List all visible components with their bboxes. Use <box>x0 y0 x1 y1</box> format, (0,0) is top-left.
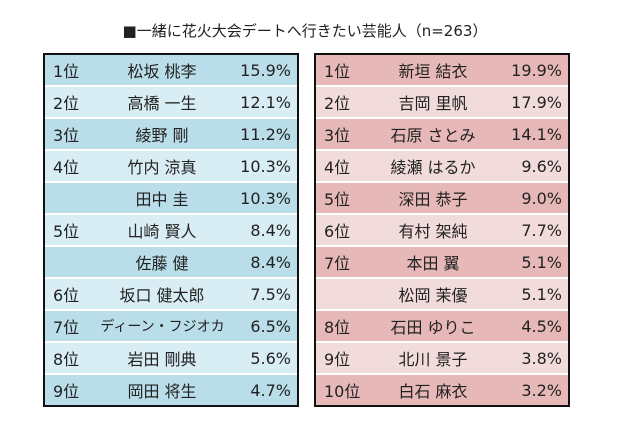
table-row: 5位 深田 恭子 9.0% <box>316 183 568 213</box>
name-cell: 石原 さとみ <box>390 126 476 145</box>
percent-cell: 3.2% <box>521 380 562 400</box>
percent-cell: 19.9% <box>511 60 562 80</box>
percent-cell: 3.8% <box>521 348 562 368</box>
rank-cell: 1位 <box>324 62 351 81</box>
rank-cell: 3位 <box>53 126 80 145</box>
table-row: 4位 竹内 涼真 10.3% <box>45 151 297 181</box>
rank-cell: 4位 <box>324 158 351 177</box>
table-row: 1位 松坂 桃李 15.9% <box>45 55 297 85</box>
percent-cell: 5.1% <box>521 252 562 272</box>
rank-cell: 7位 <box>53 318 80 337</box>
table-row: 7位 本田 翼 5.1% <box>316 247 568 277</box>
percent-cell: 4.5% <box>521 316 562 336</box>
table-row: 2位 吉岡 里帆 17.9% <box>316 87 568 117</box>
name-cell: 本田 翼 <box>406 254 460 273</box>
rank-cell: 5位 <box>324 190 351 209</box>
percent-cell: 8.4% <box>250 220 291 240</box>
percent-cell: 10.3% <box>240 188 291 208</box>
name-cell: 坂口 健太郎 <box>119 286 205 305</box>
chart-title: ■一緒に花火大会デートへ行きたい芸能人（n=263） <box>122 22 488 40</box>
table-row: 佐藤 健 8.4% <box>45 247 297 277</box>
name-cell: 白石 麻衣 <box>398 382 468 401</box>
table-row: 9位 北川 景子 3.8% <box>316 343 568 373</box>
name-cell: 北川 景子 <box>398 350 468 369</box>
name-cell: 佐藤 健 <box>135 254 189 273</box>
name-cell: 松坂 桃李 <box>127 62 197 81</box>
percent-cell: 10.3% <box>240 156 291 176</box>
percent-cell: 9.0% <box>521 188 562 208</box>
percent-cell: 15.9% <box>240 60 291 80</box>
name-cell: 石田 ゆりこ <box>390 318 476 337</box>
table-row: 3位 綾野 剛 11.2% <box>45 119 297 149</box>
table-row: 4位 綾瀬 はるか 9.6% <box>316 151 568 181</box>
rank-cell: 2位 <box>53 94 80 113</box>
table-row: 9位 岡田 将生 4.7% <box>45 375 297 405</box>
rank-cell: 1位 <box>53 62 80 81</box>
table-row: 田中 圭 10.3% <box>45 183 297 213</box>
percent-cell: 5.6% <box>250 348 291 368</box>
table-row: 6位 坂口 健太郎 7.5% <box>45 279 297 309</box>
name-cell: 高橋 一生 <box>127 94 197 113</box>
rank-cell: 8位 <box>53 350 80 369</box>
table-row: 6位 有村 架純 7.7% <box>316 215 568 245</box>
rank-cell: 2位 <box>324 94 351 113</box>
percent-cell: 9.6% <box>521 156 562 176</box>
percent-cell: 6.5% <box>250 316 291 336</box>
rank-cell: 8位 <box>324 318 351 337</box>
table-row: 7位 ディーン・フジオカ 6.5% <box>45 311 297 341</box>
percent-cell: 11.2% <box>240 124 291 144</box>
table-row: 5位 山崎 賢人 8.4% <box>45 215 297 245</box>
percent-cell: 14.1% <box>511 124 562 144</box>
table-row: 1位 新垣 結衣 19.9% <box>316 55 568 85</box>
rank-cell: 10位 <box>324 382 361 401</box>
name-cell: 新垣 結衣 <box>398 62 468 81</box>
table-row: 2位 高橋 一生 12.1% <box>45 87 297 117</box>
name-cell: 綾瀬 はるか <box>390 158 476 177</box>
rank-cell: 9位 <box>324 350 351 369</box>
name-cell: 岡田 将生 <box>127 382 197 401</box>
table-row: 10位 白石 麻衣 3.2% <box>316 375 568 405</box>
percent-cell: 5.1% <box>521 284 562 304</box>
percent-cell: 8.4% <box>250 252 291 272</box>
name-cell: 松岡 茉優 <box>398 286 468 305</box>
rank-cell: 6位 <box>324 222 351 241</box>
percent-cell: 17.9% <box>511 92 562 112</box>
name-cell: ディーン・フジオカ <box>100 319 225 335</box>
name-cell: 吉岡 里帆 <box>398 94 468 113</box>
table-row: 8位 石田 ゆりこ 4.5% <box>316 311 568 341</box>
male-ranking-table: 1位 松坂 桃李 15.9% 2位 高橋 一生 12.1% 3位 綾野 剛 11.2% 4位 竹内 … <box>43 53 299 407</box>
name-cell: 有村 架純 <box>398 222 468 241</box>
table-row: 松岡 茉優 5.1% <box>316 279 568 309</box>
rank-cell: 5位 <box>53 222 80 241</box>
name-cell: 岩田 剛典 <box>127 350 197 369</box>
percent-cell: 7.5% <box>250 284 291 304</box>
percent-cell: 12.1% <box>240 92 291 112</box>
table-row: 8位 岩田 剛典 5.6% <box>45 343 297 373</box>
percent-cell: 7.7% <box>521 220 562 240</box>
percent-cell: 4.7% <box>250 380 291 400</box>
name-cell: 竹内 涼真 <box>127 158 197 177</box>
name-cell: 田中 圭 <box>135 190 189 209</box>
female-ranking-table: 1位 新垣 結衣 19.9% 2位 吉岡 里帆 17.9% 3位 石原 さとみ 14.1% 4位 綾… <box>314 53 570 407</box>
name-cell: 深田 恭子 <box>398 190 468 209</box>
rank-cell: 9位 <box>53 382 80 401</box>
name-cell: 山崎 賢人 <box>127 222 197 241</box>
rank-cell: 7位 <box>324 254 351 273</box>
rank-cell: 4位 <box>53 158 80 177</box>
name-cell: 綾野 剛 <box>135 126 189 145</box>
rank-cell: 3位 <box>324 126 351 145</box>
rank-cell: 6位 <box>53 286 80 305</box>
table-row: 3位 石原 さとみ 14.1% <box>316 119 568 149</box>
